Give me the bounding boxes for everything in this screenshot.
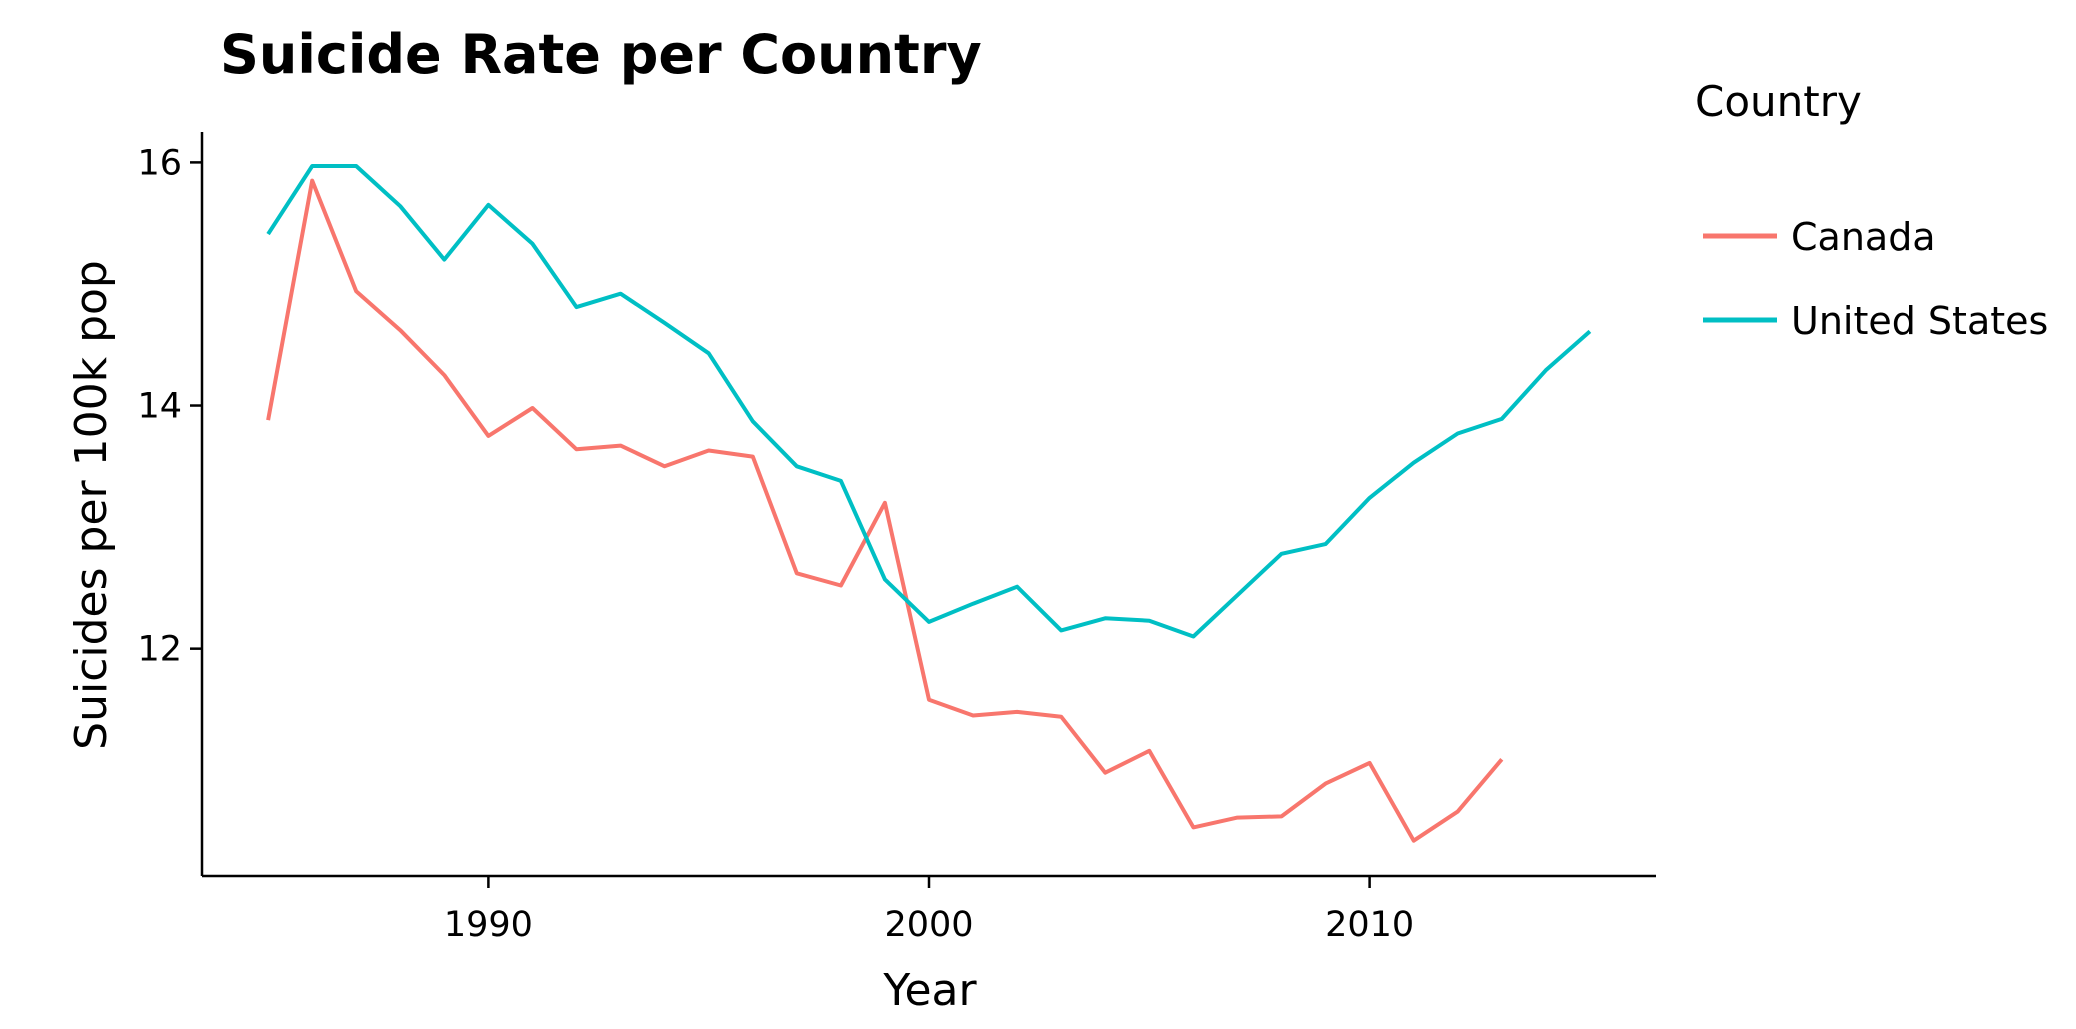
y-tick-label: 12 [137,630,182,670]
y-axis-title: Suicides per 100k pop [66,260,117,750]
series-lines [266,164,1592,843]
plot-area: 12 14 16 1990 2000 2010 [137,132,1656,945]
x-tick-label: 2010 [1325,905,1414,945]
legend-label-united-states: United States [1791,299,2048,343]
legend: Country Canada United States [1695,77,2048,343]
x-axis-ticks: 1990 2000 2010 [444,876,1414,945]
legend-items: Canada United States [1703,215,2048,343]
x-tick-label: 2000 [884,905,973,945]
legend-title: Country [1695,77,1862,126]
x-axis-title: Year [882,965,977,1016]
y-tick-label: 16 [137,143,182,183]
y-axis-ticks: 12 14 16 [137,143,202,670]
series-line-canada [266,178,1504,843]
series-line-united-states [266,164,1592,639]
chart-title: Suicide Rate per Country [220,23,982,86]
x-tick-label: 1990 [444,905,533,945]
y-tick-label: 14 [137,387,182,427]
legend-label-canada: Canada [1791,215,1936,259]
